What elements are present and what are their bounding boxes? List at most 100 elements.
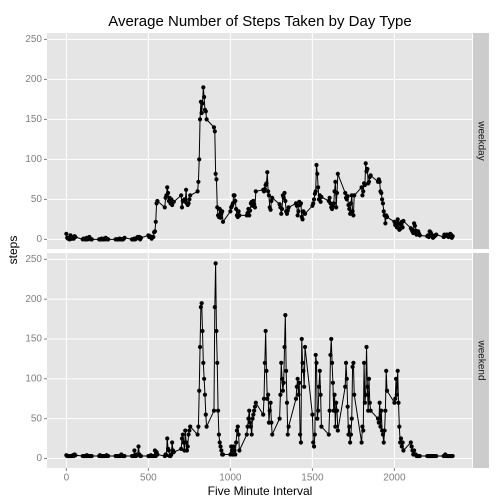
point <box>195 432 200 437</box>
point <box>393 396 398 401</box>
point <box>214 328 219 334</box>
point <box>349 416 354 421</box>
point <box>328 352 333 358</box>
point <box>252 202 257 207</box>
point <box>360 193 365 198</box>
point <box>179 205 185 210</box>
point <box>384 214 390 220</box>
point <box>247 213 252 218</box>
point <box>264 181 269 186</box>
point <box>343 360 349 365</box>
point <box>401 448 406 453</box>
point <box>408 440 413 445</box>
point <box>201 360 206 365</box>
point <box>232 193 237 198</box>
point <box>426 234 431 240</box>
point <box>362 400 367 405</box>
point <box>311 201 316 206</box>
point <box>246 416 251 421</box>
point <box>185 444 190 449</box>
y-tick-label: 250 <box>25 254 42 265</box>
point <box>283 313 288 318</box>
point <box>311 440 316 445</box>
point <box>294 203 299 208</box>
point <box>311 444 317 449</box>
y-tick-label: 100 <box>25 373 42 384</box>
y-tick-label: 200 <box>25 74 42 85</box>
point <box>218 444 223 449</box>
point <box>360 424 365 429</box>
point <box>450 453 455 459</box>
point <box>183 187 189 192</box>
point <box>237 213 242 218</box>
point <box>417 233 422 238</box>
point <box>170 202 175 208</box>
point <box>364 344 369 350</box>
point <box>73 453 78 458</box>
point <box>233 452 238 457</box>
point <box>277 416 282 421</box>
point <box>368 173 373 178</box>
point <box>350 209 355 214</box>
point <box>265 396 270 401</box>
point <box>363 392 368 397</box>
point <box>335 428 340 433</box>
point <box>334 408 340 413</box>
point <box>344 197 349 202</box>
point <box>136 444 141 449</box>
point <box>197 344 203 350</box>
point <box>330 380 336 385</box>
point <box>284 368 289 373</box>
point <box>269 198 274 204</box>
point <box>187 197 192 202</box>
point <box>396 400 401 405</box>
point <box>203 109 208 114</box>
y-tick-label: 150 <box>25 114 42 125</box>
point <box>204 424 209 429</box>
point <box>383 221 388 226</box>
point <box>347 424 352 429</box>
point <box>153 219 158 224</box>
point <box>316 408 321 413</box>
point <box>180 432 185 437</box>
point <box>392 400 397 405</box>
point <box>380 432 386 437</box>
point <box>285 208 290 213</box>
point <box>270 195 275 200</box>
point <box>381 440 386 445</box>
x-tick-label: 500 <box>140 473 157 484</box>
point <box>359 185 364 190</box>
point <box>198 305 203 310</box>
point <box>162 205 167 210</box>
point <box>268 400 273 405</box>
point <box>329 206 335 212</box>
point <box>252 205 258 210</box>
point <box>400 440 405 445</box>
point <box>244 432 249 437</box>
y-tick-label: 50 <box>31 413 43 424</box>
point <box>151 234 156 240</box>
point <box>343 190 348 196</box>
point <box>335 171 340 176</box>
point <box>295 376 300 381</box>
x-tick-label: 0 <box>64 473 70 484</box>
point <box>361 428 366 433</box>
point <box>235 424 240 429</box>
point <box>196 179 201 184</box>
point <box>106 237 111 242</box>
point <box>329 336 334 342</box>
point <box>314 162 319 168</box>
point <box>318 392 323 397</box>
point <box>366 179 372 184</box>
point <box>237 448 242 453</box>
point <box>348 432 354 437</box>
point <box>281 195 286 200</box>
point <box>247 208 253 213</box>
point <box>345 404 350 409</box>
point <box>282 190 287 196</box>
point <box>279 360 284 365</box>
point <box>310 412 315 417</box>
point <box>265 170 270 175</box>
point <box>297 432 303 437</box>
point <box>327 408 332 413</box>
